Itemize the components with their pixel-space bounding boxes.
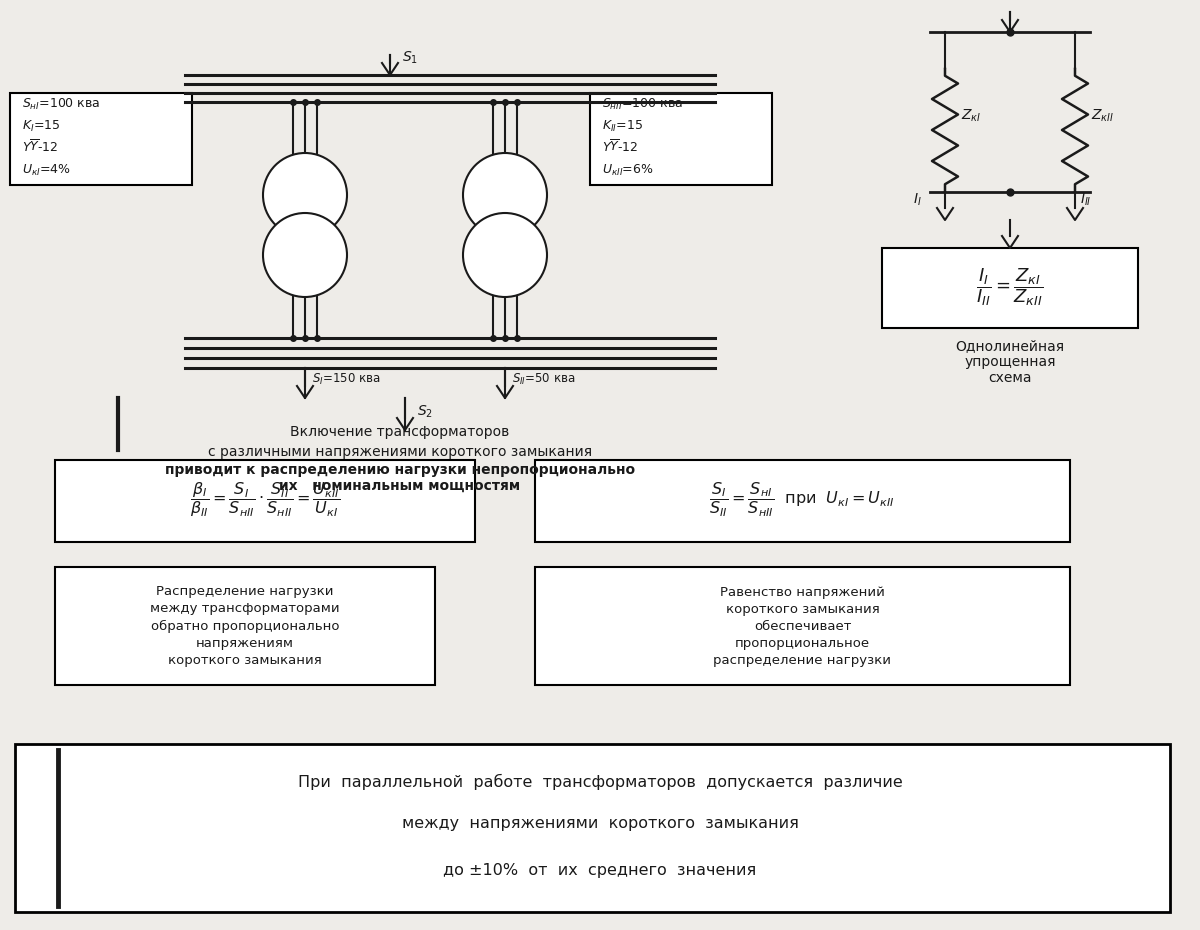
Circle shape xyxy=(263,153,347,237)
Bar xyxy=(590,93,772,185)
Text: $I_{II}$: $I_{II}$ xyxy=(1080,192,1092,208)
Bar xyxy=(14,744,1170,912)
Text: $\dfrac{\beta_I}{\beta_{II}} = \dfrac{S_I}{S_{нII}} \cdot \dfrac{S_{II}}{S_{нII}: $\dfrac{\beta_I}{\beta_{II}} = \dfrac{S_… xyxy=(190,481,341,520)
Text: Равенство напряжений
короткого замыкания
обеспечивает
пропорциональное
распредел: Равенство напряжений короткого замыкания… xyxy=(714,586,892,667)
Circle shape xyxy=(463,213,547,297)
Text: $\dfrac{I_I}{I_{II}} = \dfrac{Z_{кI}}{Z_{кII}}$: $\dfrac{I_I}{I_{II}} = \dfrac{Z_{кI}}{Z_… xyxy=(977,266,1044,308)
Text: до ±10%  от  их  среднего  значения: до ±10% от их среднего значения xyxy=(443,862,757,878)
Text: $S_I$=150 ква: $S_I$=150 ква xyxy=(312,372,380,387)
Text: Однолинейная
упрощенная
схема: Однолинейная упрощенная схема xyxy=(955,339,1064,385)
Bar xyxy=(55,460,475,542)
Text: Распределение нагрузки
между трансформаторами
обратно пропорционально
напряжения: Распределение нагрузки между трансформат… xyxy=(150,586,340,667)
Text: Включение трансформаторов: Включение трансформаторов xyxy=(290,425,510,439)
Text: приводит к распределению нагрузки непропорционально: приводит к распределению нагрузки непроп… xyxy=(164,463,635,477)
Bar xyxy=(882,248,1138,328)
Text: $S_{нI}$=100 ква: $S_{нI}$=100 ква xyxy=(22,97,101,113)
Bar xyxy=(10,93,192,185)
Text: $I_I$: $I_I$ xyxy=(913,192,922,208)
Bar xyxy=(535,460,1070,542)
Text: При  параллельной  работе  трансформаторов  допускается  различие: При параллельной работе трансформаторов … xyxy=(298,774,902,790)
Text: $Z_{кI}$: $Z_{кI}$ xyxy=(961,108,982,125)
Text: $S_1$: $S_1$ xyxy=(402,50,418,66)
Circle shape xyxy=(463,153,547,237)
Bar xyxy=(55,567,436,685)
Text: $S_{II}$=50 ква: $S_{II}$=50 ква xyxy=(512,372,576,387)
Text: $Y\overline{Y}$-12: $Y\overline{Y}$-12 xyxy=(602,139,638,155)
Circle shape xyxy=(263,213,347,297)
Text: $S_{нII}$=100 ква: $S_{нII}$=100 ква xyxy=(602,97,683,113)
Text: $Z_{кII}$: $Z_{кII}$ xyxy=(1091,108,1114,125)
Text: их   номинальным мощностям: их номинальным мощностям xyxy=(280,479,521,493)
Text: с различными напряжениями короткого замыкания: с различными напряжениями короткого замы… xyxy=(208,445,592,459)
Text: $U_{кII}$=6%: $U_{кII}$=6% xyxy=(602,163,654,179)
Text: $\dfrac{S_I}{S_{II}} = \dfrac{S_{нI}}{S_{нII}}$  при  $U_{кI}=U_{кII}$: $\dfrac{S_I}{S_{II}} = \dfrac{S_{нI}}{S_… xyxy=(709,481,895,519)
Text: $K_I$=15: $K_I$=15 xyxy=(22,119,60,134)
Text: $K_{II}$=15: $K_{II}$=15 xyxy=(602,119,643,134)
Bar xyxy=(535,567,1070,685)
Text: $S_2$: $S_2$ xyxy=(418,404,433,420)
Text: между  напряжениями  короткого  замыкания: между напряжениями короткого замыкания xyxy=(402,816,798,830)
Text: $U_{кI}$=4%: $U_{кI}$=4% xyxy=(22,163,71,179)
Text: $Y\overline{Y}$-12: $Y\overline{Y}$-12 xyxy=(22,139,59,155)
